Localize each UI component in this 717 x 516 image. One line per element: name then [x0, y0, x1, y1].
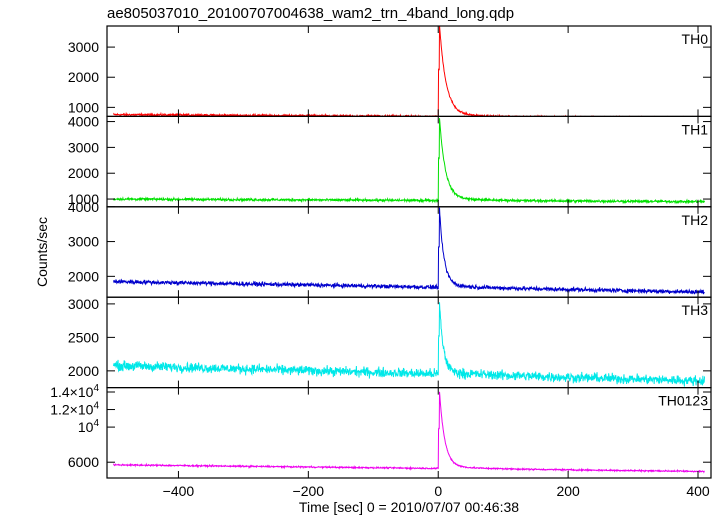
series-line-th1 [113, 118, 705, 205]
panel-label-th1: TH1 [682, 121, 709, 137]
chart-title: ae805037010_20100707004638_wam2_trn_4ban… [107, 5, 514, 22]
y-tick-label: 1.2×104 [50, 401, 99, 418]
x-tick-label: 0 [434, 483, 442, 499]
x-tick-label: −400 [163, 483, 195, 499]
panel-label-th3: TH3 [682, 302, 709, 318]
y-tick-label: 4000 [68, 114, 99, 130]
panel-label-th0: TH0 [682, 31, 709, 47]
y-tick-label: 2000 [68, 268, 99, 284]
series-line-th0123 [113, 391, 705, 474]
series-line-th2 [113, 207, 705, 295]
y-tick-label: 2000 [68, 363, 99, 379]
y-axis-label: Counts/sec [34, 217, 50, 287]
panel-frame-th0123 [106, 387, 712, 479]
panel-frame-th1 [106, 115, 712, 208]
x-tick-label: 400 [686, 483, 710, 499]
panel-frame-th0 [106, 25, 712, 118]
x-tick-label: −200 [293, 483, 325, 499]
x-tick-label: 200 [556, 483, 580, 499]
y-tick-label: 2000 [68, 69, 99, 85]
series-line-th0 [113, 26, 701, 117]
y-tick-label: 2500 [68, 329, 99, 345]
y-tick-label: 1.4×104 [50, 383, 99, 400]
y-tick-label: 4000 [68, 199, 99, 215]
y-tick-label: 2000 [68, 165, 99, 181]
x-axis-label: Time [sec] 0 = 2010/07/07 00:46:38 [299, 499, 519, 515]
y-tick-label: 1000 [68, 99, 99, 115]
series-line-th3 [112, 302, 706, 387]
y-tick-label: 3000 [68, 39, 99, 55]
y-tick-label: 104 [78, 418, 100, 435]
panel-label-th0123: TH0123 [658, 393, 708, 409]
y-tick-label: 1000 [68, 191, 99, 207]
y-tick-label: 3000 [68, 296, 99, 312]
y-tick-label: 6000 [68, 454, 99, 470]
y-tick-label: 3000 [68, 139, 99, 155]
y-tick-label: 3000 [68, 234, 99, 250]
panel-label-th2: TH2 [682, 212, 709, 228]
